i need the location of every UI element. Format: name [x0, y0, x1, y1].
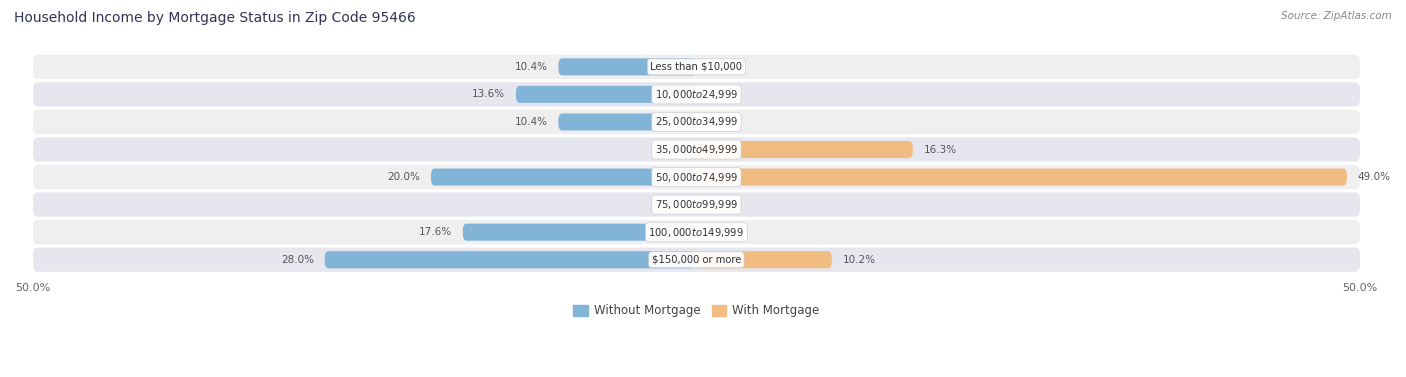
Text: 16.3%: 16.3% [924, 144, 956, 155]
Text: 0.0%: 0.0% [707, 200, 734, 210]
Text: 0.0%: 0.0% [707, 89, 734, 100]
Text: $100,000 to $149,999: $100,000 to $149,999 [648, 226, 744, 239]
Text: 10.4%: 10.4% [515, 62, 548, 72]
Text: $25,000 to $34,999: $25,000 to $34,999 [655, 115, 738, 129]
FancyBboxPatch shape [32, 55, 1360, 79]
Text: $50,000 to $74,999: $50,000 to $74,999 [655, 170, 738, 184]
Text: 10.4%: 10.4% [515, 117, 548, 127]
Text: $10,000 to $24,999: $10,000 to $24,999 [655, 88, 738, 101]
FancyBboxPatch shape [558, 58, 696, 75]
FancyBboxPatch shape [516, 86, 696, 103]
FancyBboxPatch shape [32, 137, 1360, 162]
Text: Source: ZipAtlas.com: Source: ZipAtlas.com [1281, 11, 1392, 21]
FancyBboxPatch shape [32, 110, 1360, 134]
FancyBboxPatch shape [325, 251, 696, 268]
Text: Less than $10,000: Less than $10,000 [651, 62, 742, 72]
FancyBboxPatch shape [32, 248, 1360, 272]
Text: 20.0%: 20.0% [388, 172, 420, 182]
Text: 13.6%: 13.6% [472, 89, 505, 100]
FancyBboxPatch shape [32, 82, 1360, 107]
FancyBboxPatch shape [32, 165, 1360, 189]
FancyBboxPatch shape [558, 113, 696, 130]
Text: 17.6%: 17.6% [419, 227, 453, 237]
FancyBboxPatch shape [430, 169, 696, 185]
Legend: Without Mortgage, With Mortgage: Without Mortgage, With Mortgage [569, 300, 824, 322]
Text: 10.2%: 10.2% [842, 255, 876, 265]
Text: 49.0%: 49.0% [1358, 172, 1391, 182]
FancyBboxPatch shape [32, 193, 1360, 217]
Text: $75,000 to $99,999: $75,000 to $99,999 [655, 198, 738, 211]
Text: 28.0%: 28.0% [281, 255, 314, 265]
FancyBboxPatch shape [696, 251, 832, 268]
FancyBboxPatch shape [32, 220, 1360, 244]
Text: 0.0%: 0.0% [707, 62, 734, 72]
FancyBboxPatch shape [696, 141, 912, 158]
FancyBboxPatch shape [463, 224, 696, 241]
Text: 0.0%: 0.0% [659, 144, 686, 155]
Text: 0.0%: 0.0% [659, 200, 686, 210]
Text: $150,000 or more: $150,000 or more [652, 255, 741, 265]
Text: Household Income by Mortgage Status in Zip Code 95466: Household Income by Mortgage Status in Z… [14, 11, 416, 25]
FancyBboxPatch shape [696, 169, 1347, 185]
Text: 0.0%: 0.0% [707, 117, 734, 127]
Text: 0.0%: 0.0% [707, 227, 734, 237]
Text: $35,000 to $49,999: $35,000 to $49,999 [655, 143, 738, 156]
